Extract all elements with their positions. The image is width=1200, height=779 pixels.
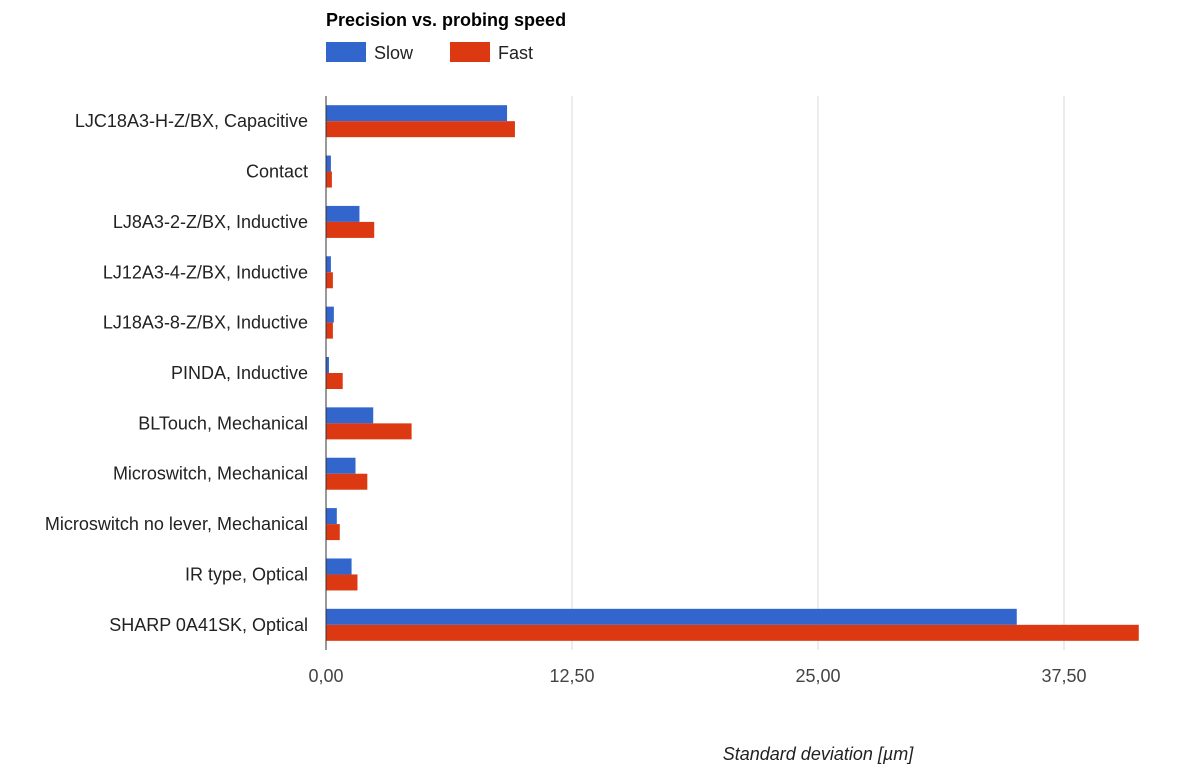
bar-slow xyxy=(326,205,360,222)
category-label: Contact xyxy=(246,162,308,182)
legend-label-slow: Slow xyxy=(374,43,414,63)
bar-slow xyxy=(326,256,331,273)
bar-slow xyxy=(326,457,356,474)
bar-fast xyxy=(326,423,412,440)
bar-fast xyxy=(326,272,333,289)
bar-fast xyxy=(326,221,375,238)
x-axis-ticks: 0,00 12,50 25,00 37,50 xyxy=(308,666,1086,686)
x-axis-title: Standard deviation [µm] xyxy=(723,744,914,764)
bar-fast xyxy=(326,473,368,490)
x-tick-label: 25,00 xyxy=(795,666,840,686)
legend: Slow Fast xyxy=(326,42,533,63)
bars xyxy=(325,96,1139,650)
bar-slow xyxy=(326,306,334,323)
bar-fast xyxy=(326,171,332,188)
category-label: LJ18A3-8-Z/BX, Inductive xyxy=(103,313,308,333)
category-label: BLTouch, Mechanical xyxy=(138,413,308,433)
gridlines xyxy=(571,96,1065,650)
category-label: IR type, Optical xyxy=(185,564,308,584)
bar-fast xyxy=(326,624,1139,641)
category-label: PINDA, Inductive xyxy=(171,363,308,383)
category-label: Microswitch, Mechanical xyxy=(113,464,308,484)
category-label: LJ12A3-4-Z/BX, Inductive xyxy=(103,262,308,282)
bar-fast xyxy=(326,322,333,339)
bar-fast xyxy=(326,121,515,138)
bar-slow xyxy=(326,105,508,122)
bar-fast xyxy=(326,373,343,389)
legend-swatch-fast xyxy=(450,42,490,62)
category-label: Microswitch no lever, Mechanical xyxy=(45,514,308,534)
bar-slow xyxy=(326,357,329,373)
legend-label-fast: Fast xyxy=(498,43,533,63)
category-label: SHARP 0A41SK, Optical xyxy=(109,615,308,635)
x-tick-label: 0,00 xyxy=(308,666,343,686)
bar-slow xyxy=(326,155,331,172)
category-labels: LJC18A3-H-Z/BX, Capacitive Contact LJ8A3-2… xyxy=(45,111,308,635)
category-label: LJ8A3-2-Z/BX, Inductive xyxy=(113,212,308,232)
legend-swatch-slow xyxy=(326,42,366,62)
x-tick-label: 12,50 xyxy=(549,666,594,686)
category-label: LJC18A3-H-Z/BX, Capacitive xyxy=(75,111,308,131)
bar-fast xyxy=(326,524,340,541)
bar-slow xyxy=(326,407,374,424)
bar-slow xyxy=(326,608,1017,625)
x-tick-label: 37,50 xyxy=(1041,666,1086,686)
bar-slow xyxy=(326,508,337,525)
chart-title: Precision vs. probing speed xyxy=(326,10,566,30)
bar-fast xyxy=(326,574,358,591)
bar-slow xyxy=(326,558,352,575)
